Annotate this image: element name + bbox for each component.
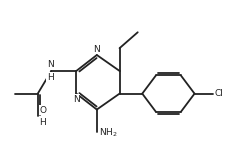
- Text: N: N: [47, 60, 53, 69]
- Text: Cl: Cl: [214, 89, 223, 98]
- Text: N: N: [93, 45, 100, 54]
- Text: H: H: [39, 118, 46, 127]
- Text: H: H: [47, 73, 53, 82]
- Text: O: O: [39, 106, 46, 115]
- Text: NH$_2$: NH$_2$: [99, 126, 117, 139]
- Text: N: N: [73, 95, 79, 104]
